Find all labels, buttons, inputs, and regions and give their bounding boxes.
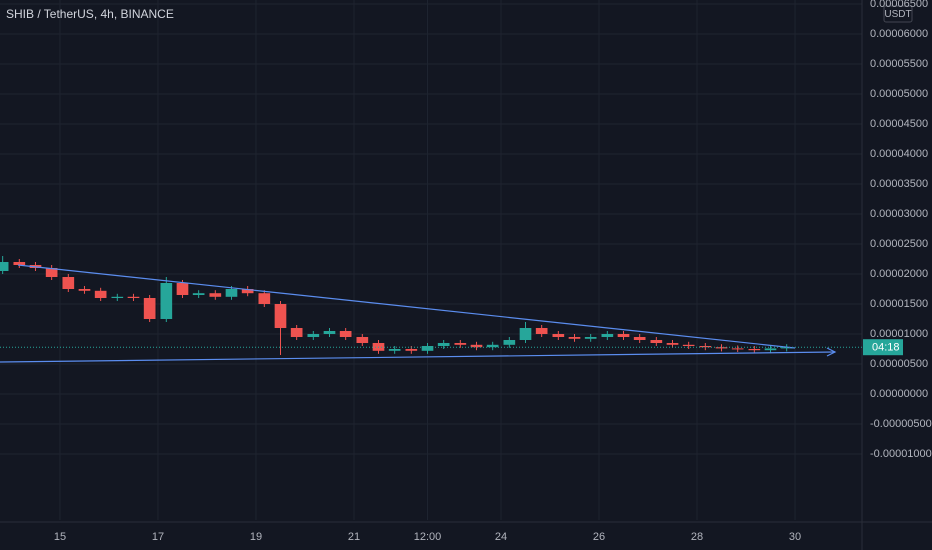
candle-body — [535, 328, 548, 335]
y-tick-label: 0.00004500 — [870, 118, 928, 130]
lower-trendline — [0, 351, 836, 363]
x-tick-label: 19 — [250, 531, 262, 543]
candle-body — [584, 337, 597, 339]
x-tick-label: 12:00 — [414, 531, 442, 543]
candle-body — [160, 283, 173, 320]
candle-body — [682, 344, 695, 347]
candle-body — [388, 349, 401, 351]
y-tick-label: 0.00000500 — [870, 358, 928, 370]
y-tick-label: 0.00000000 — [870, 388, 928, 400]
y-tick-label: 0.00006500 — [870, 0, 928, 10]
candle-body — [601, 334, 614, 338]
candle-body — [715, 347, 728, 349]
candle-body — [241, 289, 254, 294]
y-tick-label: 0.00003500 — [870, 178, 928, 190]
candle-body — [307, 334, 320, 338]
y-tick-label: -0.00001000 — [870, 448, 932, 460]
candle-body — [503, 340, 516, 345]
candle-body — [731, 348, 744, 350]
candle-body — [209, 293, 222, 297]
countdown-label: 04:18 — [872, 342, 900, 354]
candle-body — [780, 347, 793, 349]
grid — [0, 0, 862, 520]
trendlines — [0, 264, 837, 363]
candle-body — [111, 296, 124, 299]
countdown-box — [863, 339, 903, 356]
overlay: 04:18 — [0, 339, 903, 356]
symbol-title: SHIB / TetherUS, 4h, BINANCE — [6, 7, 174, 21]
y-tick-label: -0.00000500 — [870, 418, 932, 430]
candle-body — [748, 349, 761, 351]
candle-body — [192, 293, 205, 296]
candle-body — [666, 343, 679, 345]
candle-body — [405, 349, 418, 351]
candle-body — [650, 340, 663, 344]
candle-body — [143, 298, 156, 320]
x-tick-label: 30 — [789, 531, 801, 543]
candle-body — [764, 348, 777, 351]
candle-body — [258, 293, 271, 305]
y-tick-label: 0.00006000 — [870, 28, 928, 40]
candle-body — [45, 268, 58, 278]
candle-body — [94, 290, 107, 299]
candle-body — [486, 344, 499, 348]
candle-body — [290, 328, 303, 338]
candle-body — [62, 277, 75, 290]
candle-body — [552, 334, 565, 338]
candle-body — [13, 262, 26, 266]
candle-body — [339, 331, 352, 338]
candle-body — [421, 346, 434, 351]
candle-body — [568, 337, 581, 339]
candle-body — [519, 328, 532, 341]
y-tick-label: 0.00002500 — [870, 238, 928, 250]
currency-label[interactable]: USDT — [884, 9, 911, 20]
candle-body — [0, 262, 9, 272]
y-tick-label: 0.00001500 — [870, 298, 928, 310]
upper-trendline — [17, 264, 796, 349]
candle-body — [356, 337, 369, 344]
candle-body — [323, 331, 336, 335]
x-tick-label: 15 — [54, 531, 66, 543]
y-tick-label: 0.00005000 — [870, 88, 928, 100]
candle-body — [176, 283, 189, 296]
candle-body — [470, 344, 483, 348]
candle-body — [127, 296, 140, 299]
y-tick-label: 0.00002000 — [870, 268, 928, 280]
x-tick-label: 26 — [593, 531, 605, 543]
candle-body — [225, 289, 238, 297]
currency-box[interactable] — [883, 5, 913, 23]
y-tick-label: 0.00004000 — [870, 148, 928, 160]
y-tick-label: 0.00003000 — [870, 208, 928, 220]
candle-body — [699, 346, 712, 348]
y-tick-label: 0.00001000 — [870, 328, 928, 340]
candle-body — [617, 334, 630, 338]
x-tick-label: 24 — [495, 531, 507, 543]
x-tick-label: 28 — [691, 531, 703, 543]
candle-body — [78, 289, 91, 291]
candle-body — [633, 337, 646, 341]
y-tick-label: 0.00005500 — [870, 58, 928, 70]
candle-body — [274, 304, 287, 329]
candle-body — [454, 343, 467, 345]
trend-arrow — [826, 347, 837, 357]
x-tick-label: 21 — [348, 531, 360, 543]
candle-body — [437, 343, 450, 347]
x-tick-label: 17 — [152, 531, 164, 543]
